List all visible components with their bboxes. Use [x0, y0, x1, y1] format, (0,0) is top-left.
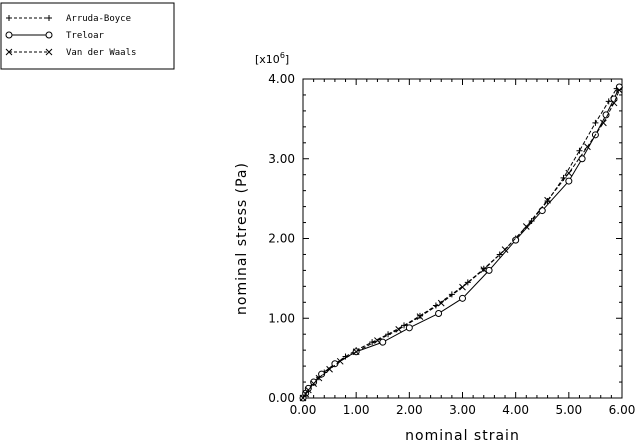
- legend-label: Treloar: [66, 31, 105, 41]
- data-point-van-der-waals: [437, 299, 445, 307]
- data-point-treloar: [615, 83, 623, 91]
- data-point-van-der-waals: [315, 374, 323, 382]
- data-point-treloar: [310, 378, 318, 386]
- series-line-treloar: [302, 86, 620, 399]
- data-point-van-der-waals: [610, 99, 618, 107]
- y-tick-label: 0.00: [268, 391, 295, 405]
- data-point-van-der-waals: [299, 394, 307, 402]
- data-point-van-der-waals: [352, 348, 360, 356]
- legend-label: Arruda-Boyce: [66, 14, 131, 24]
- series-arruda-boyce: [300, 85, 620, 401]
- legend-marker: [45, 48, 53, 56]
- data-point-van-der-waals: [416, 313, 424, 321]
- data-point-treloar: [459, 294, 466, 302]
- y-multiplier-exp: 6: [280, 51, 285, 60]
- data-point-van-der-waals: [304, 386, 312, 394]
- series-layer: [299, 83, 623, 402]
- y-axis-title: nominal stress (Pa): [234, 162, 250, 315]
- data-point-van-der-waals: [522, 223, 530, 230]
- x-tick-label: 0.00: [290, 403, 317, 417]
- legend: Arruda-Boyce Treloar Van der Waals: [0, 2, 175, 70]
- x-tick-label: 4.00: [502, 403, 529, 417]
- data-point-treloar: [565, 177, 573, 185]
- legend-entry-arruda-boyce: Arruda-Boyce: [6, 14, 131, 24]
- series-treloar: [299, 83, 623, 402]
- data-point-treloar: [602, 111, 610, 119]
- legend-entry-treloar: Treloar: [5, 31, 105, 41]
- legend-marker: [5, 48, 13, 56]
- data-point-arruda-boyce: [464, 279, 471, 286]
- data-point-treloar: [318, 370, 326, 378]
- svg-text:[x106]: [x106]: [255, 51, 289, 66]
- series-van-der-waals: [299, 86, 623, 402]
- data-point-arruda-boyce: [576, 147, 583, 154]
- y-multiplier-label: [x106]: [255, 51, 289, 66]
- legend-label: Van der Waals: [66, 48, 136, 58]
- legend-marker: [6, 15, 12, 21]
- y-tick-label: 2.00: [268, 232, 295, 246]
- data-point-van-der-waals: [480, 266, 488, 273]
- y-multiplier-prefix: [x10: [255, 53, 280, 66]
- data-point-arruda-boyce: [544, 198, 551, 205]
- data-point-treloar: [485, 266, 493, 274]
- data-point-van-der-waals: [584, 143, 591, 151]
- data-point-treloar: [435, 309, 443, 317]
- data-point-van-der-waals: [310, 380, 317, 387]
- y-tick-label: 3.00: [268, 152, 295, 166]
- data-point-van-der-waals: [544, 196, 551, 204]
- data-point-van-der-waals: [302, 390, 310, 398]
- x-tick-label: 3.00: [449, 403, 476, 417]
- series-line-arruda-boyce: [302, 88, 618, 399]
- data-point-treloar: [512, 236, 520, 244]
- data-point-treloar: [538, 207, 546, 215]
- legend-box: [0, 2, 175, 70]
- series-line-van-der-waals: [302, 89, 620, 399]
- data-point-van-der-waals: [501, 246, 509, 254]
- x-tick-label: 6.00: [609, 403, 636, 417]
- legend-marker: [46, 15, 52, 21]
- x-tick-label: 1.00: [343, 403, 370, 417]
- data-point-treloar: [379, 338, 387, 346]
- data-point-arruda-boyce: [605, 98, 612, 105]
- legend-entry-van-der-waals: Van der Waals: [5, 48, 136, 58]
- x-tick-label: 2.00: [396, 403, 423, 417]
- axis-ticks: 0.00 1.00 2.00 3.00 4.00 5.00 6.00 0.00 1.00 2.00…: [268, 72, 635, 417]
- data-point-van-der-waals: [615, 86, 623, 94]
- legend-marker: [5, 31, 13, 39]
- y-multiplier-suffix: ]: [285, 53, 289, 66]
- plot-area: [302, 78, 623, 399]
- data-point-arruda-boyce: [592, 119, 599, 126]
- data-point-van-der-waals: [565, 169, 573, 177]
- data-point-van-der-waals: [336, 357, 344, 365]
- data-point-van-der-waals: [374, 337, 381, 344]
- data-point-treloar: [405, 324, 413, 332]
- data-point-arruda-boyce: [448, 291, 455, 298]
- legend-marker: [45, 31, 53, 39]
- y-tick-label: 4.00: [268, 72, 295, 86]
- data-point-van-der-waals: [459, 283, 466, 291]
- data-point-arruda-boyce: [480, 265, 487, 272]
- data-point-van-der-waals: [600, 119, 607, 127]
- data-point-van-der-waals: [326, 365, 333, 373]
- data-point-van-der-waals: [395, 326, 403, 333]
- x-tick-label: 5.00: [555, 403, 582, 417]
- y-tick-label: 1.00: [268, 311, 295, 325]
- x-axis-title: nominal strain: [405, 428, 520, 443]
- data-point-arruda-boyce: [496, 251, 503, 258]
